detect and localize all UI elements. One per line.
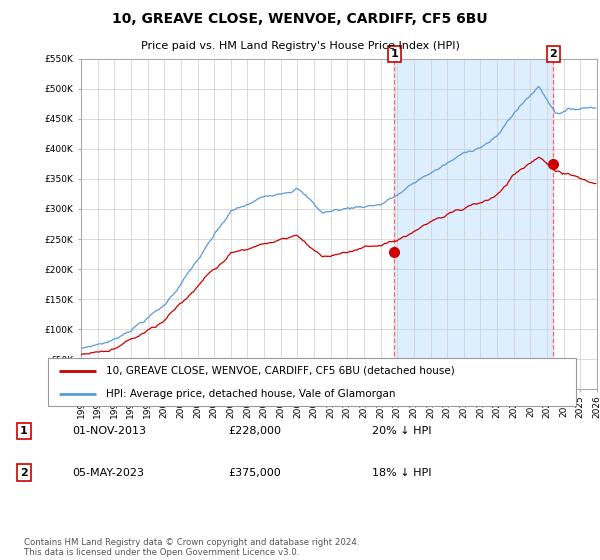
Text: £375,000: £375,000: [228, 468, 281, 478]
Bar: [394, 59, 553, 389]
Text: 1: 1: [20, 426, 28, 436]
Text: 10, GREAVE CLOSE, WENVOE, CARDIFF, CF5 6BU: 10, GREAVE CLOSE, WENVOE, CARDIFF, CF5 6…: [112, 12, 488, 26]
Bar: [589, 59, 597, 389]
Text: Contains HM Land Registry data © Crown copyright and database right 2024.
This d: Contains HM Land Registry data © Crown c…: [24, 538, 359, 557]
Text: 1: 1: [391, 49, 398, 59]
Text: 20% ↓ HPI: 20% ↓ HPI: [372, 426, 431, 436]
Text: 01-NOV-2013: 01-NOV-2013: [72, 426, 146, 436]
Bar: [589, 59, 597, 389]
Text: 2: 2: [20, 468, 28, 478]
Text: 2: 2: [550, 49, 557, 59]
Text: £228,000: £228,000: [228, 426, 281, 436]
Text: 10, GREAVE CLOSE, WENVOE, CARDIFF, CF5 6BU (detached house): 10, GREAVE CLOSE, WENVOE, CARDIFF, CF5 6…: [106, 366, 455, 376]
Text: HPI: Average price, detached house, Vale of Glamorgan: HPI: Average price, detached house, Vale…: [106, 389, 395, 399]
FancyBboxPatch shape: [48, 358, 576, 406]
Text: Price paid vs. HM Land Registry's House Price Index (HPI): Price paid vs. HM Land Registry's House …: [140, 41, 460, 51]
Text: 05-MAY-2023: 05-MAY-2023: [72, 468, 144, 478]
Text: 18% ↓ HPI: 18% ↓ HPI: [372, 468, 431, 478]
